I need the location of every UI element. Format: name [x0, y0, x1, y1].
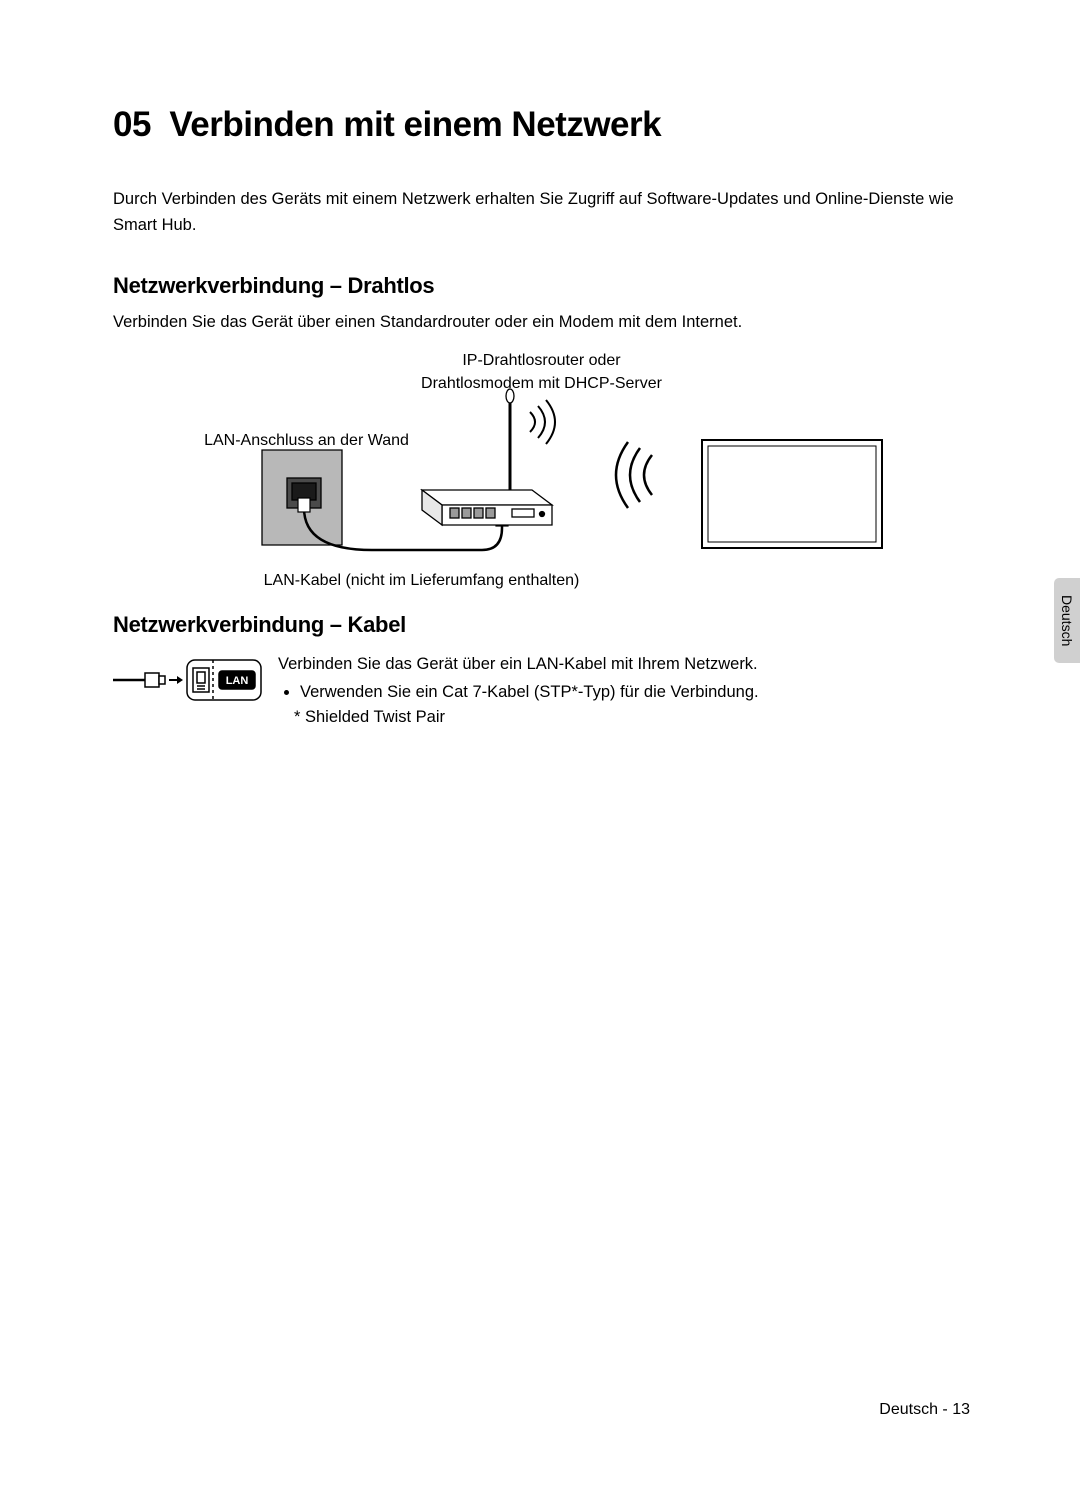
language-tab-text: Deutsch	[1059, 595, 1075, 646]
wireless-diagram: IP-Drahtlosrouter oder Drahtlosmodem mit…	[192, 350, 892, 590]
cable-bullet: Verwenden Sie ein Cat 7-Kabel (STP*-Typ)…	[300, 680, 759, 706]
wireless-text: Verbinden Sie das Gerät über einen Stand…	[113, 313, 970, 332]
wireless-heading: Netzwerkverbindung – Drahtlos	[113, 273, 970, 299]
lan-port-icon: LAN	[113, 656, 263, 704]
chapter-title-text: Verbinden mit einem Netzwerk	[169, 105, 661, 144]
chapter-number: 05	[113, 105, 151, 144]
page-footer: Deutsch - 13	[879, 1401, 970, 1419]
cable-footnote: * Shielded Twist Pair	[278, 705, 759, 731]
cable-text-block: Verbinden Sie das Gerät über ein LAN-Kab…	[278, 652, 759, 731]
lan-label-text: LAN	[226, 675, 249, 687]
network-diagram-svg	[192, 350, 892, 590]
cable-intro: Verbinden Sie das Gerät über ein LAN-Kab…	[278, 652, 759, 678]
chapter-title: 05 Verbinden mit einem Netzwerk	[113, 105, 970, 145]
intro-text: Durch Verbinden des Geräts mit einem Net…	[113, 187, 970, 238]
language-tab: Deutsch	[1054, 578, 1080, 663]
cable-heading: Netzwerkverbindung – Kabel	[113, 612, 970, 638]
